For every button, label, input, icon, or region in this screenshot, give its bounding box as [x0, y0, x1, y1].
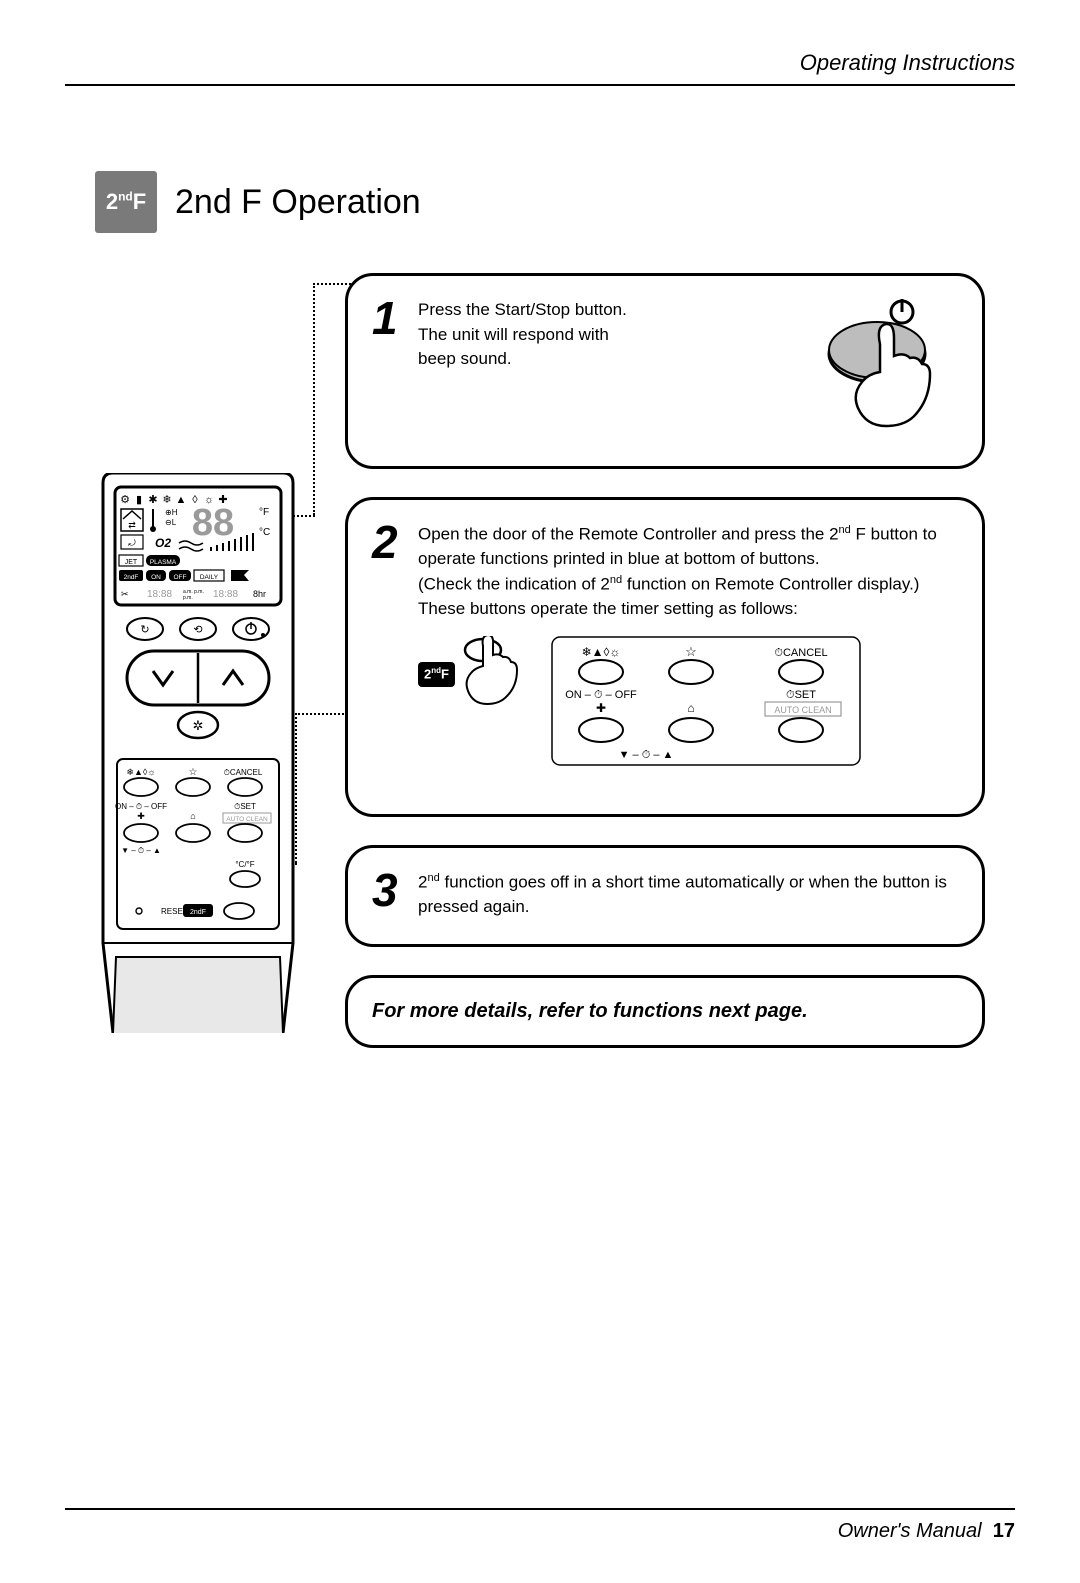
svg-text:⏱CANCEL: ⏱CANCEL [224, 768, 263, 777]
svg-text:PLASMA: PLASMA [150, 559, 177, 566]
svg-text:°C/°F: °C/°F [235, 860, 254, 869]
note-box: For more details, refer to functions nex… [345, 975, 985, 1048]
manual-page: Operating Instructions 2ndF 2nd F Operat… [0, 0, 1080, 1583]
svg-text:18:88: 18:88 [147, 589, 172, 600]
svg-text:❄▲◊☼: ❄▲◊☼ [582, 645, 621, 659]
start-stop-illustration [802, 294, 952, 444]
svg-text:2ndF: 2ndF [190, 909, 206, 916]
svg-text:☆: ☆ [189, 767, 198, 778]
step-2-illustration: 2ndF ❄▲◊ [418, 636, 958, 766]
svg-text:⏱SET: ⏱SET [234, 802, 256, 811]
footer-label: Owner's Manual [838, 1520, 982, 1542]
svg-text:⟲: ⟲ [193, 624, 202, 636]
remote-svg: ⚙ ▮ ✱ ❄ ▲ ◊ ☼ ✚ ⇄ ⊕H ⊖L [83, 473, 313, 1033]
svg-text:✂: ✂ [121, 589, 129, 599]
svg-text:⊕H: ⊕H [165, 508, 178, 517]
svg-text:O2: O2 [155, 536, 171, 550]
dotted-connector [313, 283, 315, 515]
title-badge-2ndf: 2ndF [95, 171, 157, 233]
step-number: 3 [372, 870, 406, 920]
svg-text:✚: ✚ [137, 811, 145, 821]
steps-column: 1 Press the Start/Stop button. The unit … [345, 273, 985, 1076]
step-1-box: 1 Press the Start/Stop button. The unit … [345, 273, 985, 469]
svg-text:▼ – ⏱ – ▲: ▼ – ⏱ – ▲ [121, 846, 161, 855]
title-row: 2ndF 2nd F Operation [95, 171, 1015, 233]
button-panel-diagram: ❄▲◊☼ ☆ ⏱CANCEL ON – ⏱ – OFF ⏱SET ✚ ⌂ [551, 636, 861, 766]
svg-text:▮: ▮ [136, 494, 142, 506]
step-number: 2 [372, 522, 406, 766]
svg-text:▲: ▲ [176, 494, 187, 506]
svg-text:⌂: ⌂ [190, 811, 195, 821]
step-2-box: 2 Open the door of the Remote Controller… [345, 497, 985, 817]
svg-text:❄: ❄ [162, 494, 171, 506]
svg-text:DAILY: DAILY [200, 574, 219, 581]
svg-text:☆: ☆ [685, 644, 697, 659]
step-number: 1 [372, 298, 406, 372]
svg-text:ON – ⏱ – OFF: ON – ⏱ – OFF [565, 689, 637, 701]
svg-text:❄▲◊☼: ❄▲◊☼ [126, 767, 155, 777]
svg-text:ON: ON [151, 574, 161, 581]
step-3-box: 3 2nd function goes off in a short time … [345, 845, 985, 947]
content-area: ⚙ ▮ ✱ ❄ ▲ ◊ ☼ ✚ ⇄ ⊕H ⊖L [65, 273, 1015, 1273]
svg-text:▼ – ⏱ – ▲: ▼ – ⏱ – ▲ [619, 749, 674, 761]
svg-text:JET: JET [125, 559, 138, 566]
svg-text:AUTO CLEAN: AUTO CLEAN [774, 705, 831, 715]
header-section: Operating Instructions [65, 50, 1015, 86]
note-text: For more details, refer to functions nex… [372, 1000, 808, 1022]
svg-text:⊖L: ⊖L [165, 518, 177, 527]
svg-text:18:88: 18:88 [213, 589, 238, 600]
svg-text:88: 88 [192, 502, 234, 544]
mini-2ndf-button: 2ndF [418, 636, 521, 714]
svg-text:⇄: ⇄ [128, 520, 136, 530]
svg-text:✲: ✲ [193, 718, 204, 733]
page-number: 17 [993, 1520, 1015, 1542]
svg-text:⚙: ⚙ [120, 494, 130, 506]
page-title: 2nd F Operation [175, 183, 421, 222]
svg-text:AUTO CLEAN: AUTO CLEAN [226, 816, 268, 823]
svg-text:ON – ⏱ – OFF: ON – ⏱ – OFF [115, 802, 167, 811]
svg-text:⌂: ⌂ [687, 701, 694, 715]
remote-controller-illustration: ⚙ ▮ ✱ ❄ ▲ ◊ ☼ ✚ ⇄ ⊕H ⊖L [83, 473, 313, 1038]
svg-text:8hr: 8hr [253, 589, 266, 599]
svg-text:2ndF: 2ndF [124, 574, 139, 581]
step-3-text: 2nd function goes off in a short time au… [418, 870, 958, 920]
svg-text:✱: ✱ [148, 494, 157, 506]
step-2-text: Open the door of the Remote Controller a… [418, 522, 958, 766]
svg-text:p.m.: p.m. [183, 595, 193, 601]
svg-text:↻: ↻ [140, 624, 149, 636]
svg-text:°F: °F [259, 507, 269, 518]
svg-text:⏱CANCEL: ⏱CANCEL [774, 647, 827, 659]
svg-text:OFF: OFF [174, 574, 187, 581]
page-footer: Owner's Manual 17 [65, 1508, 1015, 1543]
svg-text:⤾: ⤾ [128, 538, 136, 548]
svg-text:°C: °C [259, 527, 270, 538]
svg-text:⏱SET: ⏱SET [786, 689, 816, 701]
svg-text:✚: ✚ [596, 701, 606, 715]
